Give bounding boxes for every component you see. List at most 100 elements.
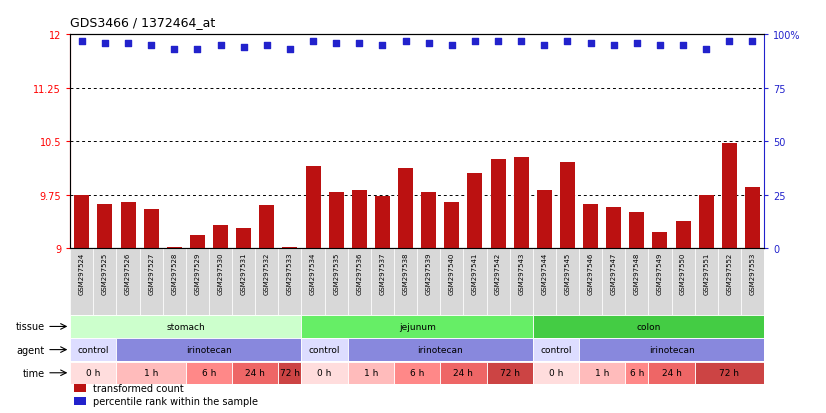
Text: GSM297535: GSM297535	[333, 252, 339, 294]
Text: jejunum: jejunum	[399, 322, 435, 331]
Bar	[514, 157, 529, 249]
Text: GSM297534: GSM297534	[310, 252, 316, 294]
Bar	[348, 249, 371, 315]
Bar	[348, 339, 533, 361]
Bar	[537, 190, 552, 249]
Bar	[625, 249, 648, 315]
Bar	[278, 249, 301, 315]
Point	[306, 38, 320, 45]
Bar	[648, 249, 672, 315]
Text: GSM297553: GSM297553	[749, 252, 756, 294]
Bar	[487, 362, 533, 384]
Bar	[70, 339, 116, 361]
Bar	[394, 362, 440, 384]
Bar	[301, 249, 325, 315]
Point	[283, 47, 297, 53]
Bar	[676, 221, 691, 249]
Bar	[259, 206, 274, 249]
Bar	[741, 249, 764, 315]
Point	[630, 40, 643, 47]
Bar	[602, 249, 625, 315]
Text: 6 h: 6 h	[202, 368, 216, 377]
Bar	[74, 383, 86, 392]
Bar	[348, 362, 394, 384]
Point	[607, 43, 620, 49]
Text: GSM297532: GSM297532	[263, 252, 270, 294]
Bar	[533, 339, 579, 361]
Bar	[583, 204, 598, 249]
Bar	[232, 362, 278, 384]
Bar	[116, 362, 186, 384]
Point	[260, 43, 273, 49]
Text: GSM297540: GSM297540	[449, 252, 455, 294]
Text: GSM297533: GSM297533	[287, 252, 293, 294]
Bar	[606, 207, 621, 249]
Text: GSM297552: GSM297552	[726, 252, 733, 294]
Text: GSM297525: GSM297525	[102, 252, 108, 294]
Bar	[579, 339, 764, 361]
Point	[676, 43, 690, 49]
Text: GSM297551: GSM297551	[703, 252, 710, 294]
Bar	[398, 169, 413, 249]
Text: GSM297530: GSM297530	[217, 252, 224, 294]
Bar	[653, 233, 667, 249]
Text: transformed count: transformed count	[93, 382, 184, 393]
Point	[746, 38, 759, 45]
Bar	[74, 396, 86, 405]
Point	[561, 38, 574, 45]
Point	[468, 38, 482, 45]
Text: GSM297536: GSM297536	[356, 252, 363, 294]
Bar	[648, 362, 695, 384]
Text: time: time	[22, 368, 45, 378]
Text: GSM297542: GSM297542	[495, 252, 501, 294]
Point	[191, 47, 204, 53]
Bar	[301, 362, 348, 384]
Point	[538, 43, 551, 49]
Bar	[306, 167, 320, 249]
Text: irinotecan: irinotecan	[417, 345, 463, 354]
Bar	[163, 249, 186, 315]
Bar	[255, 249, 278, 315]
Text: irinotecan: irinotecan	[648, 345, 695, 354]
Point	[653, 43, 667, 49]
Point	[700, 47, 713, 53]
Bar	[74, 195, 89, 249]
Bar	[718, 249, 741, 315]
Bar	[70, 249, 93, 315]
Bar	[70, 362, 116, 384]
Bar	[140, 249, 163, 315]
Text: GSM297527: GSM297527	[148, 252, 154, 294]
Bar	[70, 316, 301, 338]
Point	[330, 40, 343, 47]
Point	[445, 43, 458, 49]
Text: colon: colon	[636, 322, 661, 331]
Bar	[93, 249, 116, 315]
Bar	[440, 249, 463, 315]
Text: 1 h: 1 h	[144, 368, 159, 377]
Text: GSM297549: GSM297549	[657, 252, 663, 294]
Bar	[556, 249, 579, 315]
Text: GSM297547: GSM297547	[610, 252, 617, 294]
Point	[168, 47, 181, 53]
Text: GSM297545: GSM297545	[564, 252, 571, 294]
Text: GSM297538: GSM297538	[402, 252, 409, 294]
Point	[75, 38, 88, 45]
Text: GSM297529: GSM297529	[194, 252, 201, 294]
Text: GSM297550: GSM297550	[680, 252, 686, 294]
Text: 6 h: 6 h	[410, 368, 425, 377]
Text: percentile rank within the sample: percentile rank within the sample	[93, 396, 258, 406]
Text: 0 h: 0 h	[548, 368, 563, 377]
Text: 24 h: 24 h	[453, 368, 473, 377]
Bar	[579, 362, 625, 384]
Bar	[533, 362, 579, 384]
Bar	[417, 249, 440, 315]
Bar	[301, 339, 348, 361]
Text: GSM297526: GSM297526	[125, 252, 131, 294]
Point	[584, 40, 597, 47]
Text: 1 h: 1 h	[363, 368, 378, 377]
Text: 24 h: 24 h	[662, 368, 681, 377]
Bar	[468, 174, 482, 249]
Text: GSM297539: GSM297539	[425, 252, 432, 294]
Bar	[625, 362, 648, 384]
Text: GSM297541: GSM297541	[472, 252, 478, 294]
